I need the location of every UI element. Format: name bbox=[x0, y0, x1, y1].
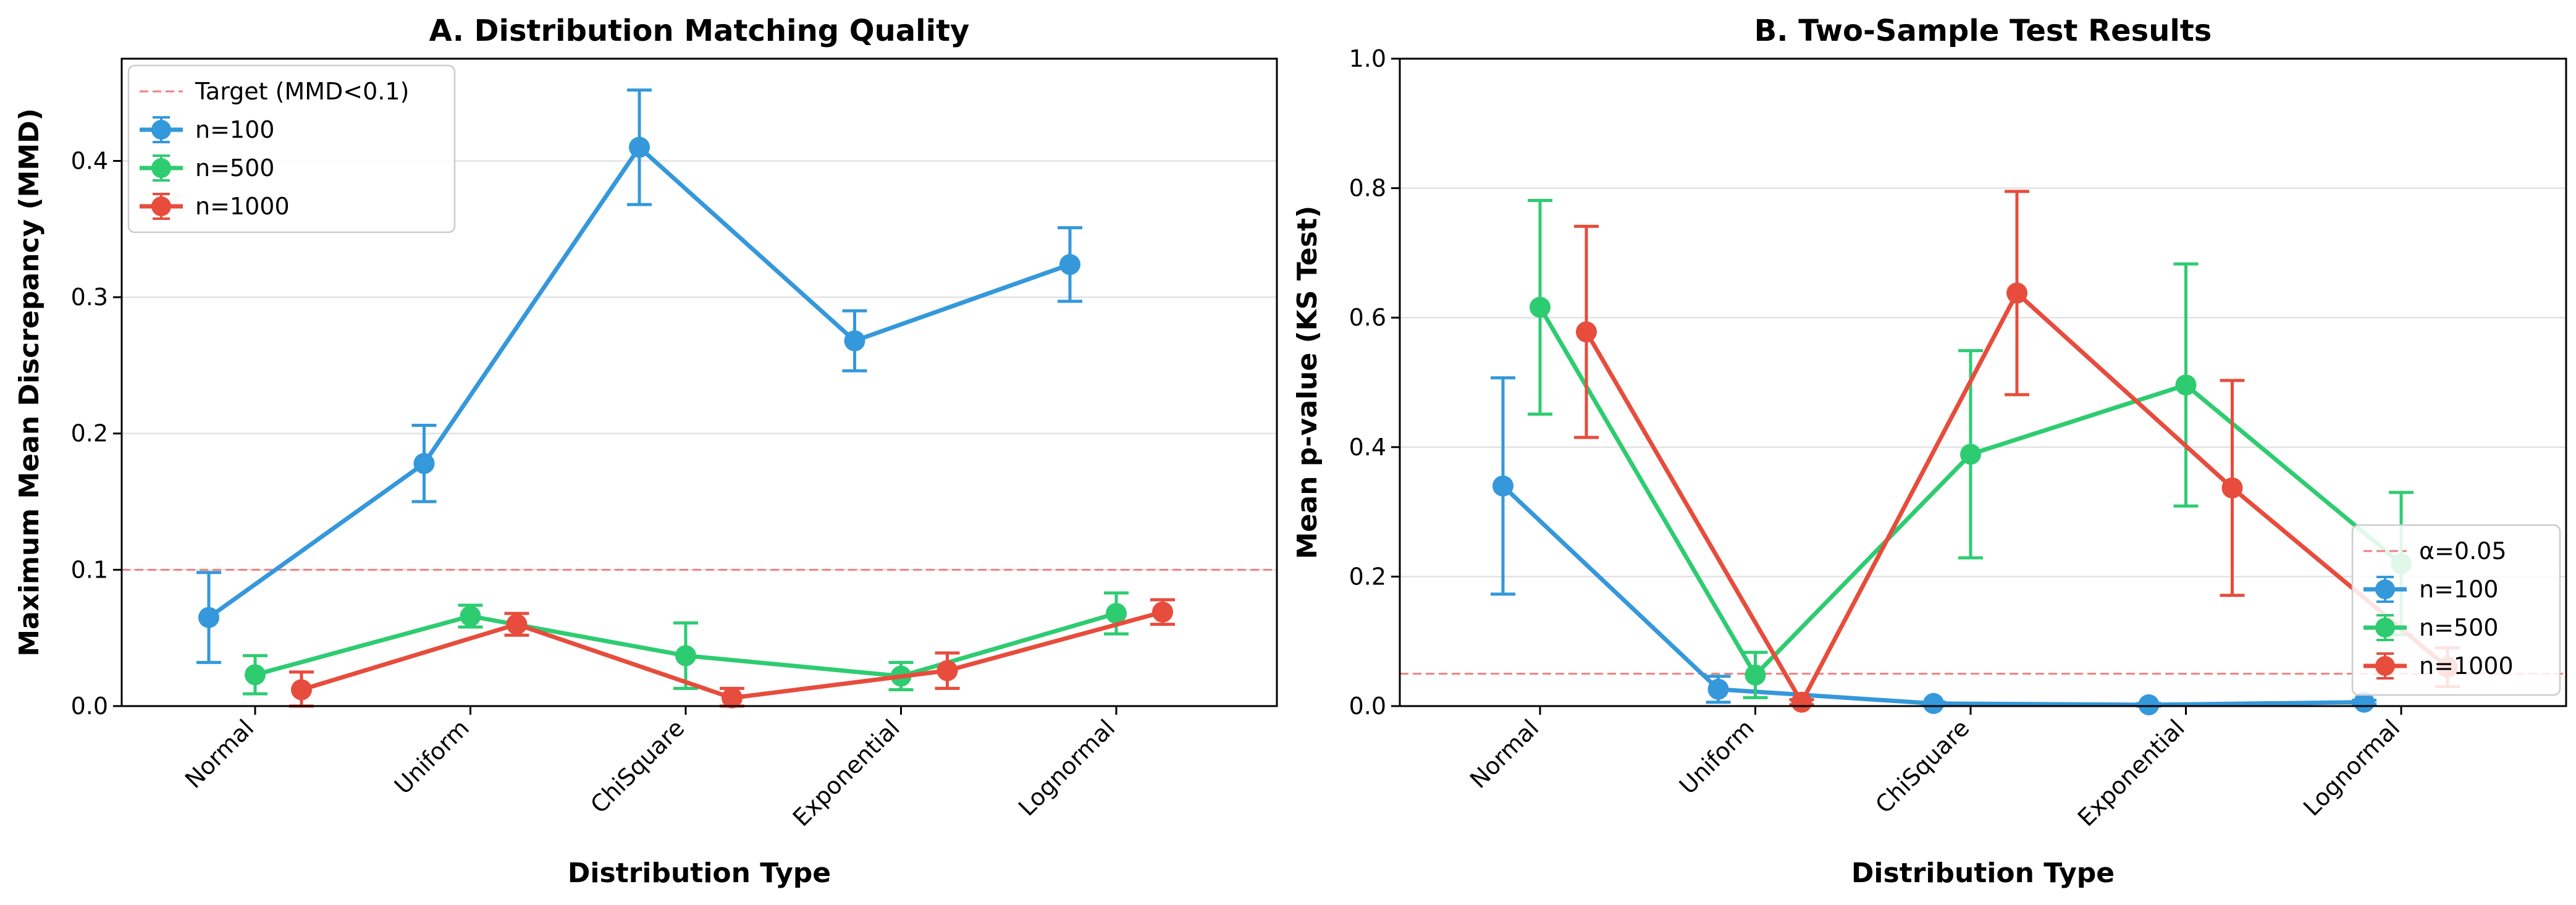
data-point bbox=[722, 687, 743, 709]
legend-marker bbox=[151, 120, 171, 140]
x-tick-label: Uniform bbox=[1674, 714, 1759, 799]
data-point bbox=[1576, 321, 1597, 343]
x-axis-label: Distribution Type bbox=[568, 857, 831, 889]
data-point bbox=[506, 613, 528, 635]
data-point bbox=[2354, 691, 2375, 713]
data-point bbox=[675, 645, 696, 667]
legend-marker bbox=[151, 158, 171, 178]
panel-a: 0.0 0.1 0.2 0.3 0.4 Normal Uniform ChiSquare Exp… bbox=[14, 14, 1278, 889]
legend-label: n=100 bbox=[2419, 576, 2498, 603]
legend-label: n=100 bbox=[195, 116, 274, 143]
x-tick-label: Exponential bbox=[788, 714, 905, 831]
x-axis-label: Distribution Type bbox=[1851, 857, 2115, 889]
series-n=500 bbox=[243, 591, 1129, 696]
data-point bbox=[2006, 282, 2027, 304]
data-point bbox=[1059, 254, 1080, 276]
x-tick-label: ChiSquare bbox=[585, 714, 689, 819]
legend-item-n=500: n=500 bbox=[2363, 614, 2498, 641]
data-point bbox=[629, 137, 650, 158]
y-tick-label: 0.0 bbox=[71, 692, 108, 720]
y-axis-label: Maximum Mean Discrepancy (MMD) bbox=[14, 108, 45, 657]
series-n=1000 bbox=[1574, 190, 2460, 713]
y-tick-label: 0.4 bbox=[1349, 434, 1386, 461]
y-tick-label: 0.8 bbox=[1349, 175, 1386, 202]
data-point bbox=[291, 679, 312, 701]
data-point bbox=[1530, 297, 1551, 318]
legend-item-n=1000: n=1000 bbox=[140, 193, 290, 220]
data-point bbox=[1152, 601, 1173, 623]
legend-item-n=100: n=100 bbox=[2363, 576, 2498, 603]
y-axis-label: Mean p-value (KS Test) bbox=[1292, 206, 1323, 559]
data-point bbox=[1745, 664, 1766, 686]
series-n=1000 bbox=[289, 598, 1175, 709]
data-point bbox=[198, 607, 219, 628]
legend: α=0.05 n=100 n=500 n=1000 bbox=[2351, 524, 2561, 696]
plot-frame bbox=[1399, 57, 2567, 707]
y-tick-label: 0.0 bbox=[1349, 692, 1386, 720]
data-point bbox=[413, 453, 435, 474]
legend-label: α=0.05 bbox=[2419, 537, 2507, 565]
legend-item-n=100: n=100 bbox=[140, 116, 274, 143]
data-point bbox=[1923, 692, 1944, 714]
x-tick-label: Normal bbox=[180, 714, 259, 793]
chart-title: A. Distribution Matching Quality bbox=[429, 14, 970, 48]
legend-box bbox=[2351, 524, 2561, 696]
x-tick-label: Lognormal bbox=[2298, 714, 2405, 821]
legend-marker bbox=[2375, 618, 2395, 638]
legend-label: n=1000 bbox=[195, 193, 290, 220]
panel-b: 0.0 0.2 0.4 0.6 0.8 1.0 Normal Uniform ChiSquare… bbox=[1292, 14, 2567, 889]
legend-label: Target (MMD<0.1) bbox=[195, 78, 409, 105]
series-n=100 bbox=[196, 88, 1082, 664]
legend: Target (MMD<0.1) n=100 n=500 n=1000 bbox=[127, 64, 456, 234]
chart-title: B. Two-Sample Test Results bbox=[1754, 14, 2212, 48]
data-point bbox=[1960, 444, 1981, 465]
y-tick-label: 0.4 bbox=[71, 147, 108, 174]
data-point bbox=[1106, 602, 1127, 624]
y-tick-label: 0.3 bbox=[71, 284, 108, 311]
series-n=100 bbox=[1491, 376, 2376, 715]
x-tick-label: Normal bbox=[1465, 714, 1544, 793]
legend-item-n=500: n=500 bbox=[140, 154, 274, 182]
legend-marker bbox=[2375, 656, 2395, 676]
series-n=500 bbox=[1528, 199, 2414, 699]
data-point bbox=[2138, 694, 2160, 715]
legend-box bbox=[127, 64, 456, 234]
y-tick-label: 0.2 bbox=[71, 420, 108, 447]
legend-marker bbox=[2375, 579, 2395, 599]
x-tick-label: Lognormal bbox=[1013, 714, 1120, 821]
data-point bbox=[937, 660, 958, 681]
legend-label: n=500 bbox=[2419, 614, 2498, 641]
legend-label: n=1000 bbox=[2419, 652, 2514, 680]
y-tick-label: 0.6 bbox=[1349, 304, 1386, 331]
x-tick-label: ChiSquare bbox=[1870, 714, 1974, 819]
data-point bbox=[2221, 477, 2243, 499]
data-point bbox=[460, 605, 481, 627]
legend-marker bbox=[151, 196, 171, 216]
y-tick-label: 1.0 bbox=[1349, 45, 1386, 72]
x-tick-label: Exponential bbox=[2073, 714, 2190, 831]
legend-label: n=500 bbox=[195, 154, 274, 182]
data-point bbox=[1492, 475, 1513, 497]
legend-item-reference: α=0.05 bbox=[2363, 537, 2507, 565]
y-tick-label: 0.2 bbox=[1349, 563, 1386, 590]
data-point bbox=[1707, 678, 1729, 700]
y-tick-label: 0.1 bbox=[71, 556, 108, 583]
legend-item-reference: Target (MMD<0.1) bbox=[140, 78, 409, 105]
data-point bbox=[245, 664, 266, 686]
plot-frame bbox=[120, 57, 1278, 707]
data-point bbox=[2175, 374, 2197, 396]
legend-item-n=1000: n=1000 bbox=[2363, 652, 2514, 680]
data-point bbox=[1791, 691, 1812, 713]
x-tick-label: Uniform bbox=[389, 714, 474, 799]
data-point bbox=[844, 330, 865, 351]
